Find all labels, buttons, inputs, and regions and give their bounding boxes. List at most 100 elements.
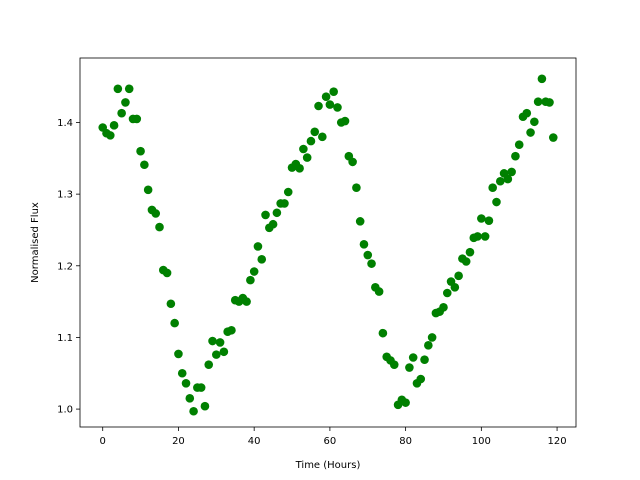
- data-point: [299, 144, 308, 154]
- data-point: [204, 360, 214, 369]
- data-point: [473, 232, 482, 241]
- data-point: [450, 282, 460, 292]
- data-point: [321, 92, 331, 101]
- data-point: [401, 398, 410, 407]
- data-point: [121, 98, 130, 107]
- data-point: [363, 250, 373, 260]
- y-tick-label: 1.3: [57, 190, 73, 201]
- data-point: [537, 74, 547, 84]
- data-point: [427, 333, 437, 342]
- data-point: [503, 174, 513, 184]
- data-point: [389, 360, 399, 369]
- data-point: [492, 197, 501, 207]
- data-point: [329, 87, 338, 96]
- x-axis-label: Time (Hours): [295, 460, 361, 471]
- data-point: [522, 108, 532, 118]
- data-point: [105, 131, 115, 140]
- data-point: [526, 128, 535, 137]
- data-point: [177, 368, 187, 378]
- data-point: [124, 84, 134, 94]
- y-axis-ticks: 1.0 1.1 1.2 1.3 1.4: [57, 118, 80, 416]
- data-point: [261, 210, 270, 220]
- data-point: [200, 401, 210, 411]
- data-point: [215, 338, 225, 347]
- data-point: [374, 287, 384, 296]
- data-point: [340, 116, 350, 126]
- data-point: [272, 208, 282, 218]
- data-point: [442, 288, 452, 298]
- data-point: [461, 257, 471, 266]
- data-point: [325, 100, 335, 109]
- data-points: [98, 74, 558, 416]
- data-point: [348, 157, 357, 167]
- data-point: [170, 318, 179, 328]
- y-tick-label: 1.4: [57, 118, 73, 129]
- y-tick-label: 1.1: [57, 333, 73, 344]
- data-point: [439, 303, 448, 312]
- data-point: [283, 187, 293, 197]
- data-point: [405, 363, 414, 372]
- data-point: [151, 209, 161, 218]
- x-tick-label: 0: [100, 436, 106, 447]
- data-point: [140, 160, 149, 170]
- x-tick-label: 120: [548, 436, 567, 447]
- data-point: [242, 297, 251, 306]
- data-point: [533, 97, 543, 107]
- data-point: [424, 341, 433, 350]
- data-point: [367, 259, 376, 268]
- data-point: [420, 355, 429, 364]
- data-point: [143, 185, 153, 195]
- data-point: [416, 374, 426, 384]
- data-point: [480, 232, 490, 241]
- x-tick-label: 20: [172, 436, 185, 447]
- data-point: [227, 325, 236, 335]
- data-point: [174, 349, 183, 359]
- plot-area-frame: [79, 57, 577, 428]
- data-point: [295, 164, 304, 173]
- data-point: [189, 406, 198, 416]
- data-point: [530, 117, 539, 127]
- data-point: [113, 84, 123, 94]
- data-point: [495, 176, 505, 186]
- data-point: [454, 271, 463, 281]
- x-tick-label: 100: [472, 436, 491, 447]
- data-point: [136, 146, 145, 156]
- data-point: [355, 217, 365, 226]
- data-point: [132, 114, 142, 124]
- x-axis-ticks: 0 20 40 60 80 100 120: [100, 427, 567, 447]
- data-point: [511, 151, 520, 161]
- data-point: [253, 242, 263, 251]
- data-point: [488, 183, 498, 192]
- data-point: [352, 183, 361, 192]
- data-point: [302, 153, 312, 162]
- data-point: [465, 247, 475, 257]
- y-tick-label: 1.0: [57, 405, 73, 416]
- x-tick-label: 80: [399, 436, 412, 447]
- data-point: [314, 101, 323, 111]
- data-point: [268, 219, 278, 229]
- data-point: [514, 140, 524, 149]
- y-axis-label: Normalised Flux: [30, 202, 41, 283]
- x-tick-label: 60: [324, 436, 337, 447]
- data-point: [196, 383, 206, 392]
- data-point: [257, 255, 267, 264]
- data-point: [477, 214, 486, 223]
- data-point: [185, 394, 195, 403]
- data-point: [408, 353, 418, 362]
- data-point: [545, 98, 554, 107]
- data-point: [484, 216, 494, 225]
- data-point: [109, 121, 119, 130]
- data-point: [318, 132, 327, 142]
- data-point: [378, 328, 388, 338]
- data-point: [507, 167, 516, 177]
- data-point: [166, 299, 176, 309]
- data-point: [117, 108, 126, 118]
- data-point: [333, 103, 342, 112]
- x-tick-label: 40: [248, 436, 261, 447]
- data-point: [280, 199, 289, 208]
- data-point: [548, 133, 558, 142]
- y-tick-label: 1.2: [57, 261, 73, 272]
- data-point: [181, 378, 191, 388]
- data-point: [212, 350, 221, 359]
